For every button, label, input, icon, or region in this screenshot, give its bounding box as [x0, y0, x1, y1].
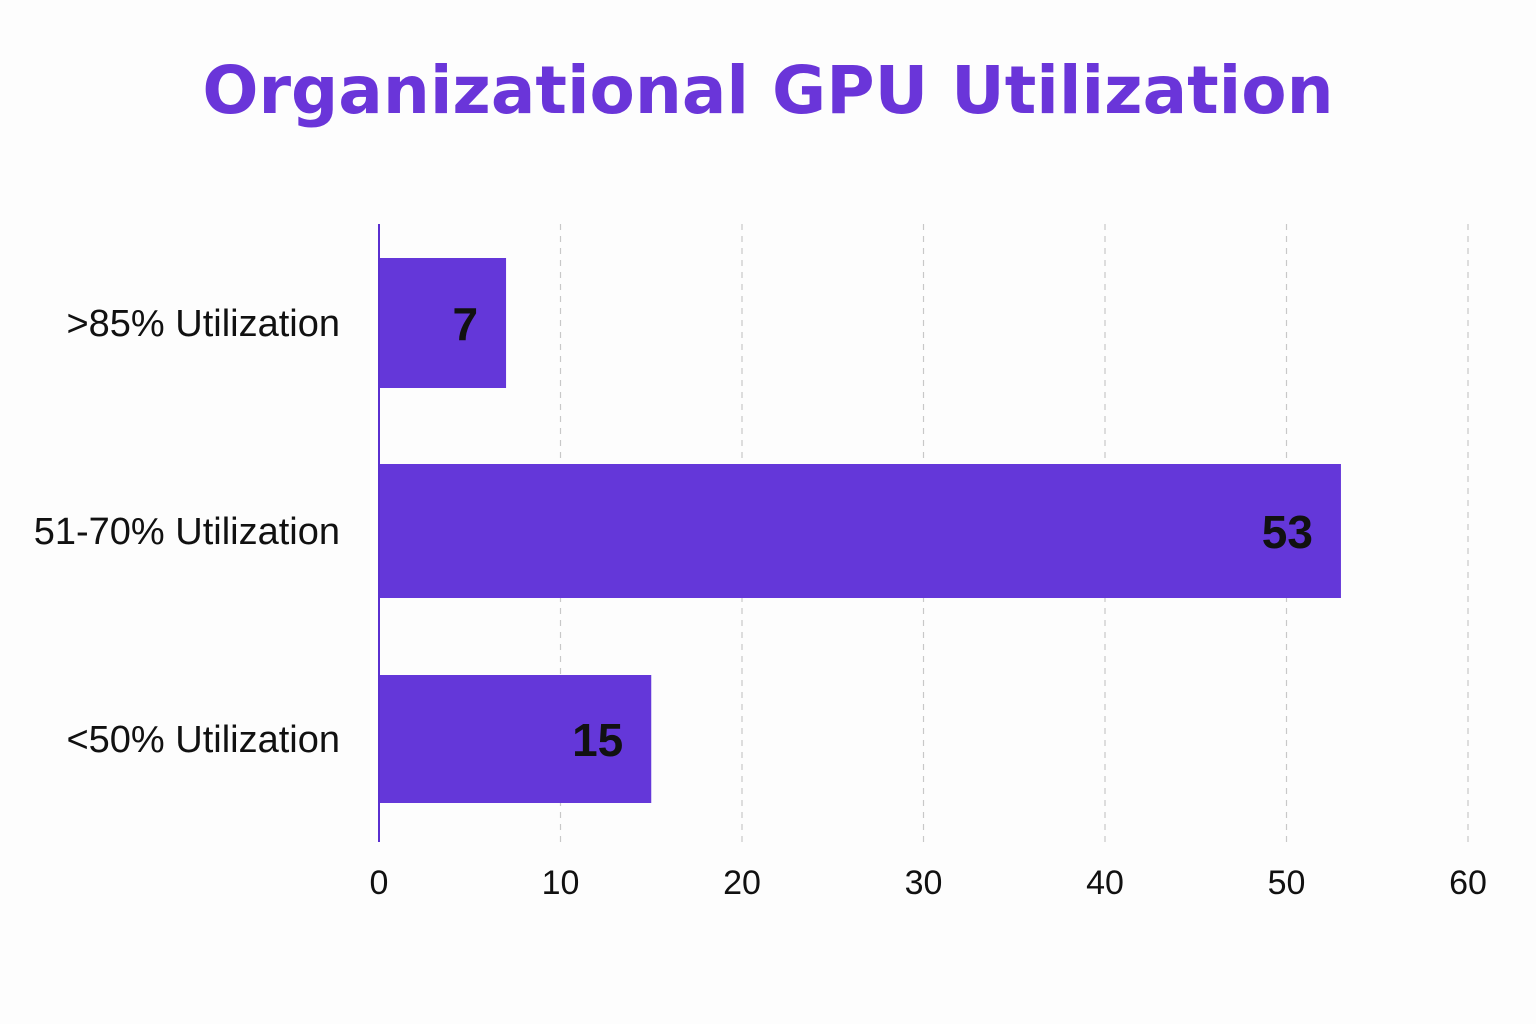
bar-value-labels: 7 53 15	[452, 298, 1312, 766]
value-label-50-utilization: 15	[572, 714, 623, 766]
bar-50-utilization	[379, 675, 652, 803]
category-label-51-70-utilization: 51-70% Utilization	[34, 511, 340, 553]
x-tick-label-60: 60	[1449, 864, 1487, 902]
x-tick-label-10: 10	[542, 864, 580, 902]
bars	[379, 258, 1341, 803]
x-tick-label-0: 0	[370, 864, 389, 902]
bar-51-70-utilization	[379, 464, 1341, 598]
x-tick-label-40: 40	[1086, 864, 1124, 902]
x-tick-label-30: 30	[905, 864, 943, 902]
value-label-85-utilization: 7	[452, 298, 478, 350]
category-label-85-utilization: >85% Utilization	[66, 303, 340, 345]
category-label-50-utilization: <50% Utilization	[66, 719, 340, 761]
x-tick-label-50: 50	[1268, 864, 1306, 902]
chart-title: Organizational GPU Utilization	[202, 52, 1334, 129]
category-labels: >85% Utilization 51-70% Utilization <50% U…	[34, 303, 340, 761]
value-label-51-70-utilization: 53	[1262, 506, 1313, 558]
x-tick-labels: 0 10 20 30 40 50 60	[370, 864, 1487, 902]
bar-85-utilization	[379, 258, 507, 388]
x-tick-label-20: 20	[723, 864, 761, 902]
